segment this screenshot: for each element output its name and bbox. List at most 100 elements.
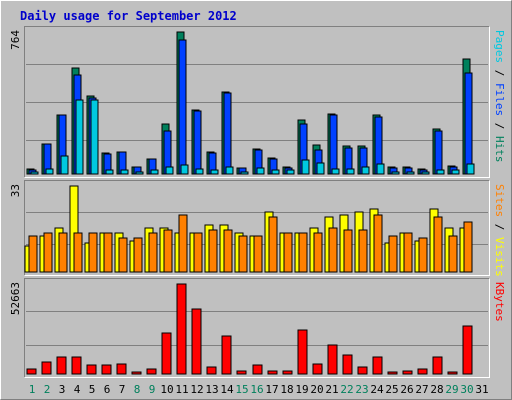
bar-sites-day-28 xyxy=(433,216,443,273)
bar-pages-day-3 xyxy=(60,155,69,175)
legend-item-files: Files xyxy=(493,83,506,116)
day-label-1: 1 xyxy=(29,383,36,396)
bar-files-day-12 xyxy=(193,110,202,175)
bar-sites-day-24 xyxy=(373,214,383,273)
day-label-29: 29 xyxy=(445,383,458,396)
bar-sites-day-29 xyxy=(448,235,458,273)
bar-pages-day-16 xyxy=(256,167,265,175)
bar-kbytes-day-17 xyxy=(267,370,278,375)
bar-kbytes-day-25 xyxy=(387,371,398,375)
bar-kbytes-day-9 xyxy=(146,368,157,375)
bar-sites-day-20 xyxy=(313,232,323,273)
day-label-21: 21 xyxy=(325,383,338,396)
bar-sites-day-25 xyxy=(388,235,398,273)
bar-pages-day-18 xyxy=(286,169,295,175)
bar-pages-day-13 xyxy=(210,169,219,175)
legend: KBytes xyxy=(493,282,506,322)
bar-pages-day-29 xyxy=(451,169,460,175)
bar-pages-day-24 xyxy=(376,163,385,175)
bar-sites-day-8 xyxy=(133,237,143,273)
day-label-24: 24 xyxy=(370,383,384,396)
bar-pages-day-20 xyxy=(316,162,325,175)
bar-pages-day-23 xyxy=(361,166,370,175)
bar-kbytes-day-14 xyxy=(221,335,232,375)
bar-pages-day-12 xyxy=(195,168,204,175)
bar-pages-day-28 xyxy=(436,169,445,175)
day-label-25: 25 xyxy=(385,383,398,396)
chart-title: Daily usage for September 2012 xyxy=(20,9,237,23)
day-label-31: 31 xyxy=(475,383,488,396)
bar-sites-day-23 xyxy=(358,229,368,273)
day-label-20: 20 xyxy=(310,383,323,396)
bar-kbytes-day-5 xyxy=(86,364,97,375)
bar-files-day-28 xyxy=(434,130,443,175)
legend-separator: / xyxy=(493,217,506,237)
bar-kbytes-day-3 xyxy=(56,356,67,375)
bar-pages-day-9 xyxy=(150,169,159,175)
bar-kbytes-day-8 xyxy=(131,371,142,375)
day-label-2: 2 xyxy=(44,383,51,396)
bar-kbytes-day-16 xyxy=(252,364,263,375)
bar-sites-day-3 xyxy=(58,232,68,273)
bar-sites-day-27 xyxy=(418,237,428,273)
legend-item-visits: Visits xyxy=(493,237,506,277)
bar-kbytes-day-18 xyxy=(282,370,293,375)
bar-pages-day-14 xyxy=(225,166,234,175)
series-sites xyxy=(28,214,473,273)
day-label-30: 30 xyxy=(460,383,473,396)
bar-kbytes-day-24 xyxy=(372,356,383,375)
bar-sites-day-9 xyxy=(148,232,158,273)
bar-pages-day-2 xyxy=(45,168,54,175)
bar-kbytes-day-4 xyxy=(71,356,82,375)
bar-pages-day-27 xyxy=(421,171,430,175)
day-label-22: 22 xyxy=(340,383,353,396)
bar-pages-day-6 xyxy=(105,169,114,175)
plot-bevel-dark xyxy=(24,26,490,178)
bar-sites-day-1 xyxy=(28,235,38,273)
bar-kbytes-day-13 xyxy=(206,366,217,375)
legend: Sites / Visits xyxy=(493,184,506,277)
day-label-10: 10 xyxy=(160,383,173,396)
bar-kbytes-day-11 xyxy=(176,283,187,375)
day-label-8: 8 xyxy=(134,383,141,396)
bar-kbytes-day-23 xyxy=(357,366,368,375)
panel-visits-sites: 33 Sites / Visits xyxy=(9,180,506,277)
day-label-18: 18 xyxy=(280,383,293,396)
bar-pages-day-8 xyxy=(135,171,144,175)
bar-sites-day-11 xyxy=(178,214,188,273)
bar-pages-day-17 xyxy=(271,169,280,175)
panel-hits-files-pages: 764 Pages / Files / Hits xyxy=(9,26,506,178)
bar-sites-day-10 xyxy=(163,229,173,273)
series-kbytes xyxy=(26,283,473,375)
bar-files-day-21 xyxy=(329,114,338,175)
bar-pages-day-10 xyxy=(165,166,174,175)
legend-separator: / xyxy=(493,63,506,83)
bar-sites-day-12 xyxy=(193,232,203,273)
day-label-19: 19 xyxy=(295,383,308,396)
bar-files-day-30 xyxy=(464,72,473,175)
bar-kbytes-day-28 xyxy=(432,356,443,375)
plot-bevel-light xyxy=(24,180,490,276)
bar-pages-day-22 xyxy=(346,168,355,175)
legend-item-pages: Pages xyxy=(493,30,506,63)
day-label-12: 12 xyxy=(190,383,203,396)
bar-kbytes-day-20 xyxy=(312,363,323,375)
day-label-14: 14 xyxy=(220,383,234,396)
day-label-13: 13 xyxy=(205,383,218,396)
bar-files-day-14 xyxy=(223,92,232,175)
legend-item-hits: Hits xyxy=(493,136,506,163)
bar-kbytes-day-22 xyxy=(342,354,353,375)
legend: Pages / Files / Hits xyxy=(493,30,506,163)
plot-bevel-dark xyxy=(24,278,490,378)
series-pages xyxy=(30,99,475,175)
bar-kbytes-day-27 xyxy=(417,368,428,375)
bar-kbytes-day-15 xyxy=(236,370,247,375)
day-label-4: 4 xyxy=(74,383,81,396)
day-label-9: 9 xyxy=(149,383,156,396)
bar-pages-day-15 xyxy=(240,171,249,175)
bar-files-day-11 xyxy=(178,39,187,175)
legend-item-sites: Sites xyxy=(493,184,506,217)
bar-sites-day-4 xyxy=(73,232,83,273)
